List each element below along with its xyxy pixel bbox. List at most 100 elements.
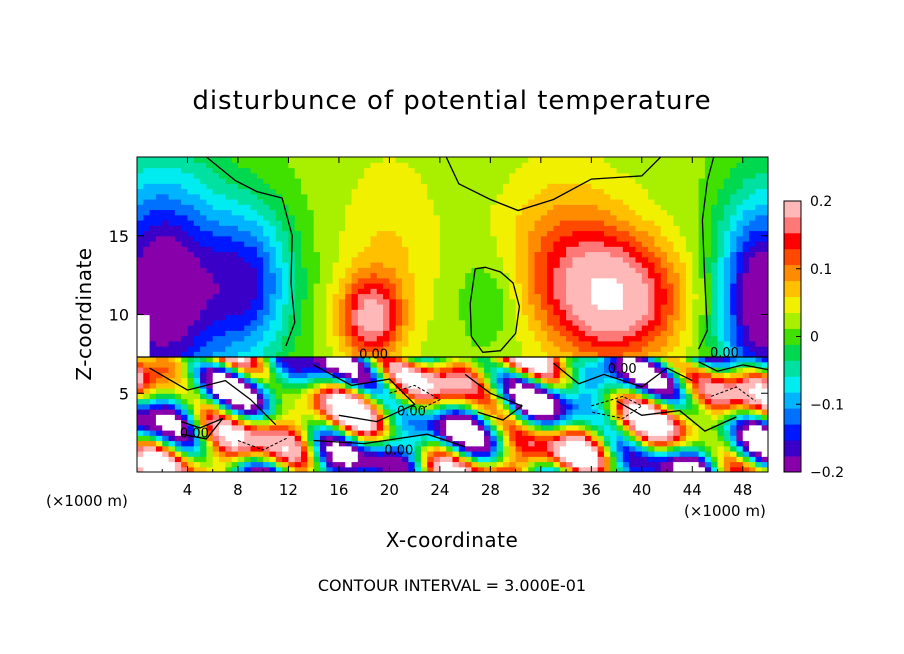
heatmap-cell <box>420 251 428 258</box>
heatmap-cell <box>326 178 334 184</box>
heatmap-cell <box>439 272 447 279</box>
heatmap-cell <box>250 456 258 463</box>
heatmap-cell <box>496 430 504 436</box>
heatmap-cell <box>484 398 491 405</box>
heatmap-cell <box>219 409 226 415</box>
heatmap-cell <box>193 346 201 352</box>
heatmap-cell <box>534 241 542 247</box>
heatmap-cell <box>559 288 567 295</box>
heatmap-cell <box>641 298 649 305</box>
heatmap-cell <box>559 440 567 447</box>
heatmap-cell <box>427 188 435 195</box>
heatmap-cell <box>458 393 466 400</box>
heatmap-cell <box>269 183 277 190</box>
heatmap-cell <box>458 414 466 421</box>
heatmap-cell <box>490 319 498 326</box>
heatmap-cell <box>143 330 151 337</box>
heatmap-cell <box>484 246 491 253</box>
heatmap-cell <box>250 288 258 295</box>
heatmap-cell <box>521 340 529 347</box>
heatmap-cell <box>559 340 567 347</box>
heatmap-cell <box>490 204 498 211</box>
heatmap-cell <box>219 398 226 405</box>
heatmap-cell <box>484 283 491 289</box>
heatmap-cell <box>357 162 365 169</box>
heatmap-cell <box>490 246 498 253</box>
heatmap-cell <box>187 288 195 295</box>
heatmap-cell <box>275 256 283 263</box>
heatmap-cell <box>591 183 599 190</box>
heatmap-cell <box>641 382 649 389</box>
heatmap-cell <box>427 277 435 284</box>
heatmap-cell <box>326 356 334 363</box>
heatmap-cell <box>559 298 567 305</box>
heatmap-cell <box>553 409 561 415</box>
heatmap-cell <box>471 377 479 384</box>
heatmap-cell <box>307 178 315 184</box>
heatmap-cell <box>155 183 163 190</box>
heatmap-cell <box>414 346 422 352</box>
heatmap-cell <box>137 435 144 442</box>
heatmap-cell <box>231 393 239 400</box>
heatmap-cell <box>553 262 561 268</box>
heatmap-cell <box>370 424 378 431</box>
heatmap-cell <box>376 178 384 184</box>
heatmap-cell <box>231 424 239 431</box>
heatmap-cell <box>244 456 252 463</box>
heatmap-cell <box>585 193 592 200</box>
heatmap-cell <box>237 162 245 169</box>
heatmap-cell <box>162 235 170 242</box>
heatmap-cell <box>389 288 397 295</box>
heatmap-cell <box>534 403 542 410</box>
heatmap-cell <box>256 293 264 300</box>
heatmap-cell <box>212 225 220 232</box>
heatmap-cell <box>319 414 327 421</box>
heatmap-cell <box>559 293 567 300</box>
heatmap-cell <box>364 209 372 216</box>
heatmap-cell <box>345 382 353 389</box>
heatmap-cell <box>597 262 605 268</box>
heatmap-cell <box>200 193 208 200</box>
heatmap-cell <box>193 241 201 247</box>
heatmap-cell <box>635 283 643 289</box>
heatmap-cell <box>193 403 201 410</box>
heatmap-cell <box>187 340 195 347</box>
heatmap-cell <box>345 199 353 205</box>
heatmap-cell <box>452 283 460 289</box>
heatmap-cell <box>477 167 485 174</box>
heatmap-cell <box>143 178 151 184</box>
heatmap-cell <box>559 414 567 421</box>
heatmap-cell <box>622 157 630 163</box>
heatmap-cell <box>654 167 662 174</box>
heatmap-cell <box>345 251 353 258</box>
heatmap-cell <box>603 388 611 394</box>
heatmap-cell <box>256 272 264 279</box>
heatmap-cell <box>648 424 656 431</box>
heatmap-cell <box>376 235 384 242</box>
heatmap-cell <box>585 456 592 463</box>
heatmap-cell <box>174 199 182 205</box>
heatmap-cell <box>364 435 372 442</box>
heatmap-cell <box>553 382 561 389</box>
heatmap-cell <box>572 288 580 295</box>
heatmap-cell <box>237 346 245 352</box>
heatmap-cell <box>528 388 536 394</box>
heatmap-cell <box>193 325 201 331</box>
heatmap-cell <box>149 246 157 253</box>
heatmap-cell <box>648 293 656 300</box>
x-unit-label-right: (×1000 m) <box>684 502 766 520</box>
heatmap-cell <box>641 214 649 221</box>
heatmap-cell <box>603 309 611 316</box>
heatmap-cell <box>452 419 460 426</box>
heatmap-cell <box>250 435 258 442</box>
heatmap-cell <box>629 277 637 284</box>
heatmap-cell <box>521 172 529 179</box>
heatmap-cell <box>137 393 144 400</box>
heatmap-cell <box>402 393 409 400</box>
heatmap-cell <box>610 251 618 258</box>
heatmap-cell <box>591 251 599 258</box>
heatmap-cell <box>294 167 302 174</box>
heatmap-cell <box>578 330 586 337</box>
heatmap-cell <box>288 340 296 347</box>
heatmap-cell <box>572 204 580 211</box>
